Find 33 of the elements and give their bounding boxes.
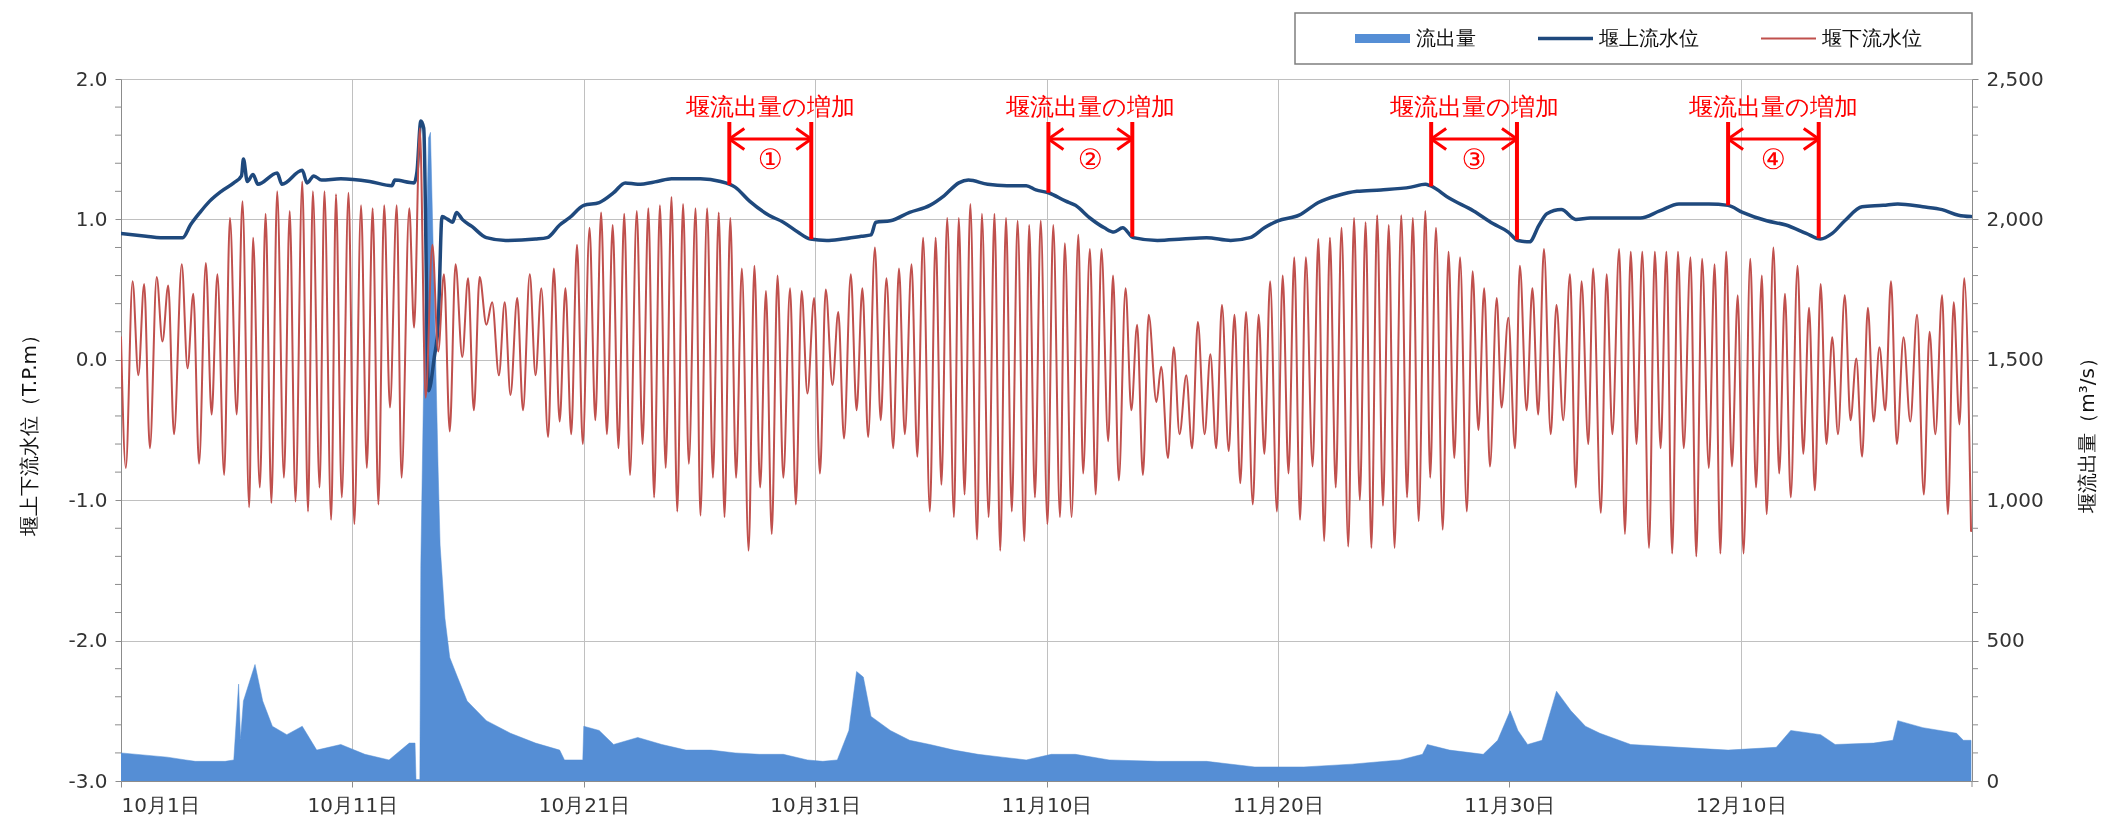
- y-tick-label: 0.0: [75, 347, 108, 372]
- x-tick-label: 11月10日: [1001, 792, 1093, 817]
- y2-tick-label: 500: [1986, 628, 2025, 653]
- annotation: ③: [1461, 143, 1487, 176]
- y2-tick-label: 2,500: [1986, 66, 2044, 91]
- legend-label: 流出量: [1416, 25, 1476, 50]
- y-tick-label: -2.0: [68, 628, 108, 653]
- y-tick-label: -1.0: [68, 487, 108, 512]
- y-tick-label: 1.0: [75, 206, 108, 231]
- annotation: 堰流出量の増加: [1388, 93, 1559, 121]
- x-tick-label: 10月1日: [121, 792, 200, 817]
- y-tick-label: -3.0: [68, 768, 108, 793]
- y2-tick-label: 1,000: [1986, 487, 2044, 512]
- annotation: 堰流出量の増加: [684, 93, 855, 121]
- legend-label: 堰下流水位: [1821, 25, 1922, 50]
- annotation: 堰流出量の増加: [1004, 93, 1175, 121]
- x-tick-label: 10月31日: [770, 792, 862, 817]
- x-tick-label: 11月20日: [1232, 792, 1324, 817]
- annotation: ②: [1077, 143, 1103, 176]
- x-tick-label: 10月11日: [307, 792, 399, 817]
- y2-tick-label: 2,000: [1986, 206, 2044, 231]
- x-tick-label: 11月30日: [1464, 792, 1556, 817]
- x-tick-label: 10月21日: [538, 792, 630, 817]
- annotation: ④: [1760, 143, 1786, 176]
- annotation: ①: [757, 143, 783, 176]
- annotation: 堰流出量の増加: [1687, 93, 1858, 121]
- y-axis-title: 堰上下流水位（T.P.m）: [17, 325, 42, 537]
- y2-tick-label: 1,500: [1986, 347, 2044, 372]
- y-tick-label: 2.0: [75, 66, 108, 91]
- x-tick-label: 12月10日: [1695, 792, 1787, 817]
- y2-tick-label: 0: [1986, 768, 2000, 793]
- legend-label: 堰上流水位: [1598, 25, 1699, 50]
- y2-axis-title: 堰流出量（m³/s）: [2074, 348, 2099, 514]
